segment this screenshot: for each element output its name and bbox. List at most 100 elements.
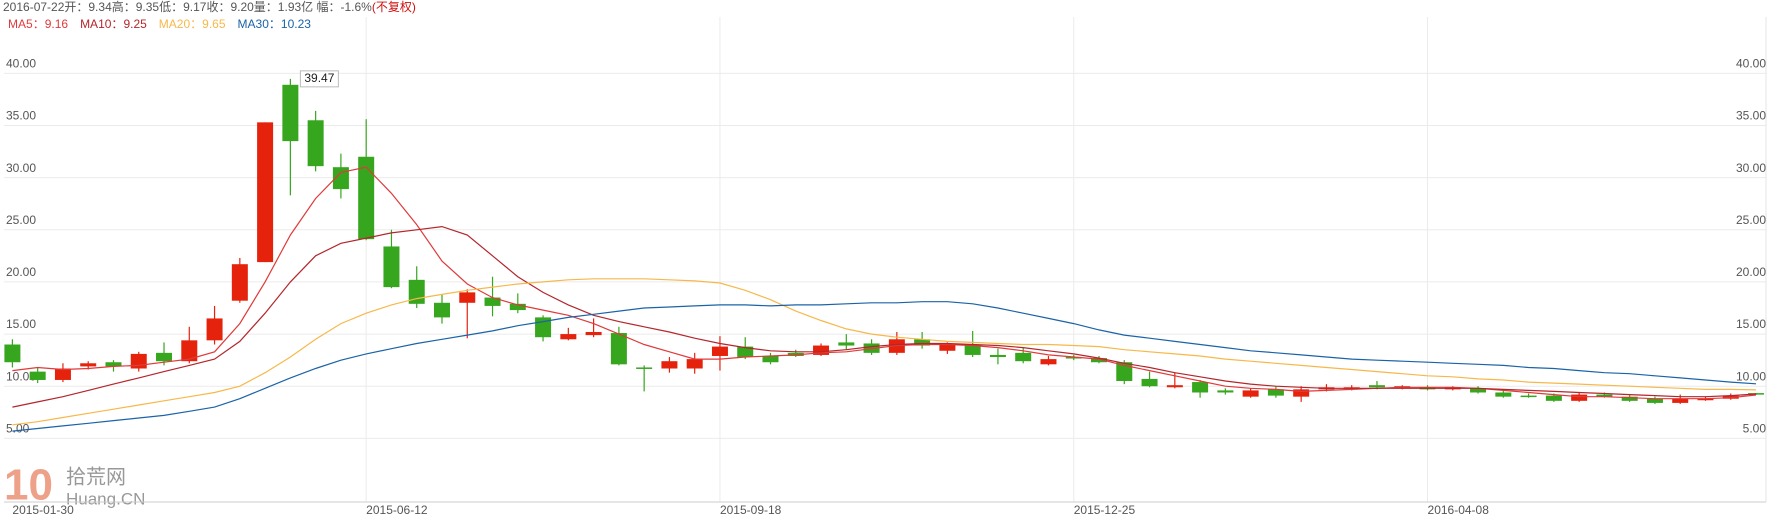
- candle-body: [1141, 378, 1158, 387]
- y-tick-label: 30.00: [1736, 161, 1766, 175]
- candle-body: [813, 345, 830, 355]
- y-tick-label: 40.00: [1736, 56, 1766, 70]
- candle-body: [939, 344, 956, 351]
- legend-name: MA10: [80, 17, 112, 31]
- candle-body: [560, 334, 577, 340]
- legend-separator: ：: [111, 17, 123, 31]
- candle-body: [1571, 394, 1588, 401]
- candle-body: [1697, 398, 1714, 401]
- ma-line: [12, 301, 1757, 432]
- y-tick-label: 20.00: [6, 265, 36, 279]
- watermark-name: 拾荒网: [66, 465, 126, 488]
- y-tick-label: 5.00: [6, 422, 30, 436]
- candle-body: [737, 346, 754, 358]
- y-tick-label: 10.00: [1736, 369, 1766, 383]
- header-text: 2016-07-22开：9.34高：9.35低：9.17收：9.20量：1.93…: [3, 0, 372, 14]
- candle-body: [1672, 398, 1689, 403]
- legend-value: 9.25: [123, 17, 147, 31]
- x-tick-label: 2015-01-30: [12, 503, 74, 517]
- candle-body: [1596, 394, 1613, 397]
- candle-body: [181, 340, 198, 362]
- y-tick-label: 10.00: [6, 369, 36, 383]
- candle-body: [1368, 385, 1385, 388]
- legend-name: MA30: [238, 17, 270, 31]
- candle-body: [838, 342, 855, 346]
- annotation-box: [299, 70, 339, 88]
- candle-body: [1192, 382, 1209, 393]
- candle-body: [1166, 385, 1183, 388]
- candle-body: [686, 359, 703, 369]
- candle-body: [610, 333, 627, 365]
- candle-body: [1091, 358, 1108, 363]
- legend-separator: ：: [269, 17, 281, 31]
- x-tick-label: 2015-12-25: [1074, 503, 1136, 517]
- candle-body: [964, 344, 981, 355]
- y-tick-label: 15.00: [6, 317, 36, 331]
- candle-body: [206, 318, 223, 341]
- watermark-site: Huang.CN: [66, 489, 145, 508]
- candle-body: [231, 264, 248, 301]
- candle-body: [1040, 359, 1057, 365]
- candle-body: [661, 361, 678, 369]
- candle-body: [1520, 395, 1537, 398]
- candle-body: [711, 346, 728, 356]
- candle-body: [509, 303, 526, 311]
- candle-body: [383, 246, 400, 288]
- legend-separator: ：: [190, 17, 202, 31]
- candle-body: [1495, 392, 1512, 397]
- candle-body: [332, 167, 349, 190]
- candle-body: [307, 120, 324, 167]
- candle-body: [4, 344, 21, 363]
- candle-body: [1116, 362, 1133, 382]
- candle-body: [1748, 393, 1765, 395]
- y-tick-label: 20.00: [1736, 265, 1766, 279]
- annotation-label: 39.47: [304, 71, 334, 85]
- candle-body: [257, 122, 274, 263]
- candle-body: [585, 331, 602, 336]
- y-tick-label: 40.00: [6, 56, 36, 70]
- candle-body: [282, 84, 299, 142]
- ma-line: [12, 278, 1757, 426]
- candle-body: [914, 339, 931, 346]
- x-tick-label: 2015-06-12: [366, 503, 428, 517]
- y-tick-label: 35.00: [1736, 109, 1766, 123]
- legend-value: 9.65: [202, 17, 226, 31]
- candle-body: [29, 371, 46, 380]
- y-tick-label: 25.00: [6, 213, 36, 227]
- y-tick-label: 35.00: [6, 109, 36, 123]
- candle-body: [1242, 390, 1259, 397]
- legend-separator: ：: [33, 17, 45, 31]
- legend-value: 10.23: [281, 17, 311, 31]
- header-info: 2016-07-22开：9.34高：9.35低：9.17收：9.20量：1.93…: [3, 0, 416, 14]
- ma-line: [12, 166, 1757, 400]
- candle-body: [484, 297, 501, 306]
- candle-body: [1015, 352, 1032, 362]
- candle-body: [1267, 389, 1284, 396]
- candle-body: [1621, 396, 1638, 401]
- y-tick-label: 30.00: [6, 161, 36, 175]
- x-tick-label: 2016-04-08: [1428, 503, 1490, 517]
- candle-body: [1545, 395, 1562, 401]
- candle-body: [459, 292, 476, 303]
- watermark: 10 拾荒网 Huang.CN: [4, 461, 145, 510]
- candle-body: [80, 363, 97, 367]
- candle-body: [130, 353, 147, 369]
- candle-body: [1217, 390, 1234, 393]
- legend-name: MA5: [8, 17, 33, 31]
- candle-body: [156, 352, 173, 362]
- watermark-logo: 10: [4, 461, 53, 510]
- candle-body: [762, 355, 779, 363]
- y-tick-label: 5.00: [1743, 422, 1767, 436]
- ma-line: [12, 225, 1757, 408]
- candle-body: [105, 362, 122, 367]
- candle-body: [1646, 398, 1663, 403]
- candle-body: [433, 302, 450, 318]
- legend-name: MA20: [159, 17, 191, 31]
- candle-body: [1470, 388, 1487, 393]
- candle-body: [989, 354, 1006, 358]
- legend-value: 9.16: [45, 17, 69, 31]
- candle-body: [358, 156, 375, 240]
- candle-body: [54, 368, 71, 380]
- x-tick-label: 2015-09-18: [720, 503, 782, 517]
